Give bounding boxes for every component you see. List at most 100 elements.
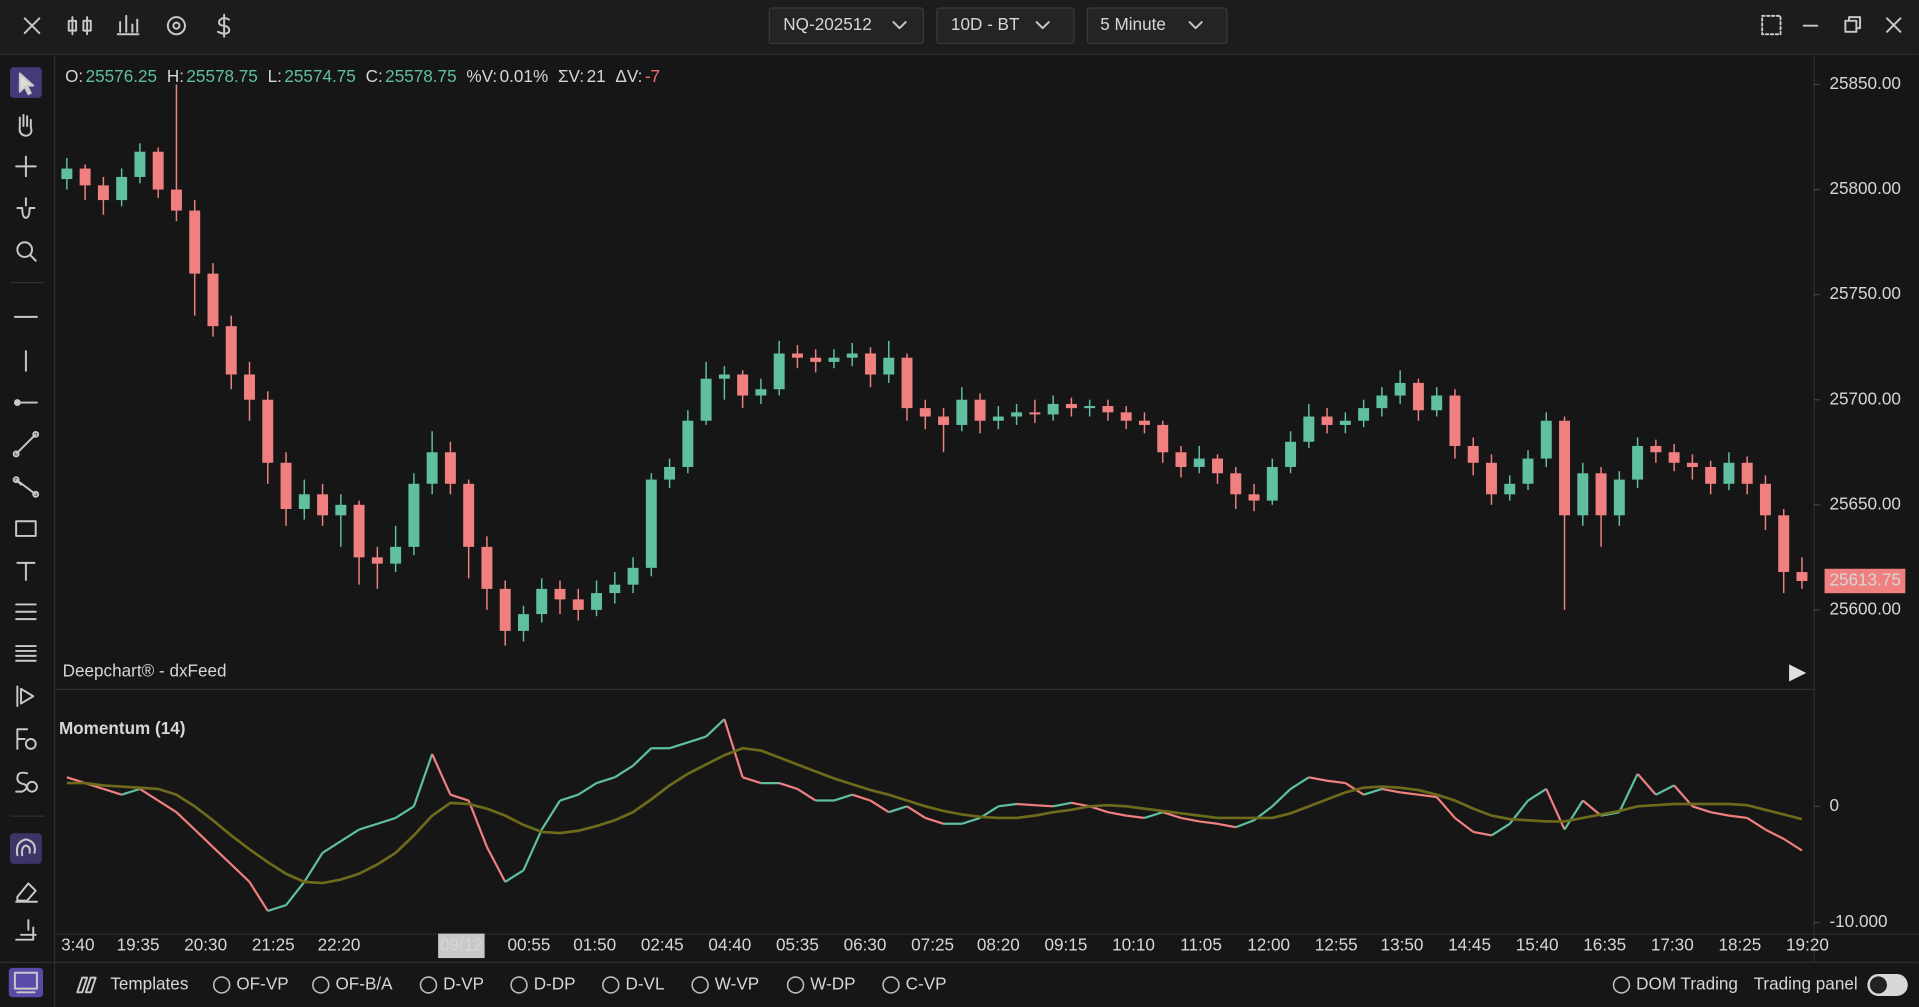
y-tick-label: -10.000 [1829,911,1887,931]
tool-magnet-cross[interactable] [16,197,36,219]
settings-icon[interactable] [166,16,186,36]
y-tick-label: 25750.00 [1829,283,1900,303]
momentum-segment [1783,837,1803,852]
momentum-segment [1764,828,1785,840]
interval-dropdown[interactable]: 5 Minute [1086,7,1228,45]
option-label[interactable]: D-DP [534,974,576,994]
screenshot-icon[interactable] [1761,14,1782,36]
templates-label[interactable]: Templates [110,974,188,994]
y-tick-label: 0 [1829,795,1839,815]
candle-body [1431,395,1443,411]
candle-body [627,567,639,585]
candle-body [810,357,822,362]
momentum-segment [412,753,434,807]
candle-body [572,599,584,610]
tool-zoom[interactable] [16,241,37,262]
option-label[interactable]: D-VL [625,974,664,994]
tool-sell[interactable] [15,771,38,793]
option-label[interactable]: OF-B/A [335,974,393,994]
tool-pointer[interactable] [18,72,35,96]
candle-body [883,357,895,375]
tool-play[interactable] [16,685,35,707]
info-label: C: [366,66,383,86]
momentum-pane [66,718,1803,912]
x-tick-label: 09:15 [1044,934,1087,954]
x-tick-label: 07:25 [911,934,954,954]
momentum-segment [121,787,141,796]
tool-rectangle[interactable] [15,520,37,537]
candle-body [353,504,365,558]
chevron [1188,21,1203,30]
candle-body [134,151,146,177]
option-label[interactable]: W-DP [810,974,855,994]
candle-body [426,452,438,484]
momentum-segment [632,747,653,767]
momentum-segment [1326,779,1346,785]
momentum-segment [248,881,269,912]
info-label: L: [268,66,282,86]
range-dropdown[interactable]: 10D - BT [936,7,1075,45]
radio[interactable] [602,976,620,994]
tool-levels[interactable] [15,645,37,662]
momentum-segment [1746,817,1767,831]
candle-body [1650,445,1662,453]
momentum-segment [267,904,287,912]
momentum-segment [961,816,981,825]
radio[interactable] [510,976,528,994]
candle-body [481,546,493,589]
candle-body [1248,494,1260,501]
radio[interactable] [212,976,231,994]
watermark: Deepchart® - dxFeed [63,660,227,680]
dropdown-label: NQ-202512 [783,14,872,34]
candle-body [517,614,529,631]
window-close-icon[interactable] [1885,17,1902,33]
candle-body [773,353,785,390]
candles-icon[interactable] [67,16,92,36]
tool-trendline[interactable] [12,430,40,458]
tool-hand[interactable] [18,114,33,137]
tool-ray[interactable] [13,399,38,406]
scroll-right[interactable] [1789,664,1807,682]
radio[interactable] [691,976,709,994]
tool-layers[interactable] [15,919,37,941]
candle-body [1303,416,1315,442]
monitor-button[interactable] [8,967,44,998]
tool-buy[interactable] [16,728,37,750]
dom-trading-label[interactable]: DOM Trading [1636,974,1738,994]
option-label[interactable]: D-VP [443,974,484,994]
candle-body [846,353,858,358]
tool-magnet[interactable] [15,838,36,857]
info-label: H: [167,66,184,86]
radio[interactable] [419,976,438,994]
candle-body [152,151,164,190]
info-value: 0.01% [500,66,549,86]
option-label[interactable]: C-VP [906,974,947,994]
info-value: 25578.75 [385,66,456,86]
close-icon[interactable] [23,17,41,35]
candle-body [1120,412,1132,421]
x-tick-label: 16:35 [1583,934,1626,954]
tool-channel[interactable] [12,476,40,498]
candle-body [207,273,219,327]
dropdown-box [1086,7,1228,45]
x-tick-label: 04:40 [708,934,751,954]
radio[interactable] [312,976,330,994]
tool-eraser[interactable] [15,882,38,903]
dollar-icon[interactable] [217,13,231,38]
radio[interactable] [882,976,900,994]
symbol-dropdown[interactable]: NQ-202512 [768,7,925,45]
candle-body [1467,445,1479,463]
option-label[interactable]: OF-VP [236,974,288,994]
bars-icon[interactable] [116,14,140,36]
radio[interactable] [1612,976,1631,994]
tool-fib[interactable] [15,603,37,621]
last-price-box [1824,568,1906,594]
option-label[interactable]: W-VP [715,974,759,994]
info-value: 21 [587,66,606,86]
tool-crosshair[interactable] [15,155,37,178]
radio[interactable] [786,976,805,994]
restore-icon[interactable] [1844,16,1862,33]
tool-text[interactable] [16,561,36,581]
momentum-segment [1400,791,1419,796]
